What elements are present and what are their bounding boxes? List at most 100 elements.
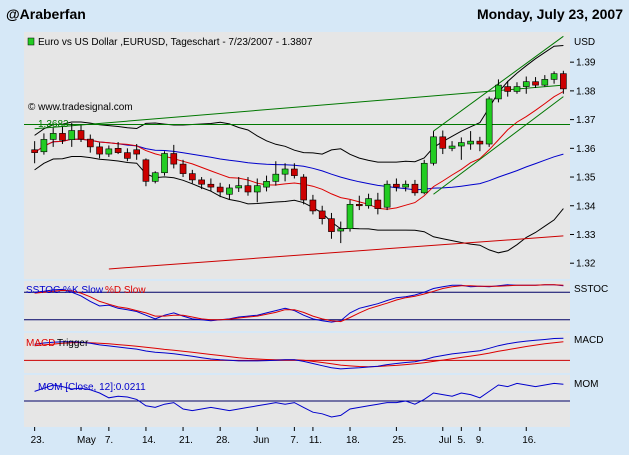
candle <box>541 79 549 86</box>
header-date: Monday, July 23, 2007 <box>476 6 623 22</box>
candle <box>439 136 447 149</box>
candles <box>31 70 567 244</box>
candle <box>31 149 38 153</box>
candle <box>40 139 48 153</box>
candle <box>235 185 243 189</box>
candle <box>124 152 131 159</box>
stoch-d-label: %D Slow <box>105 285 146 296</box>
chart-title: Euro vs US Dollar ,EURUSD, Tageschart - … <box>38 37 313 48</box>
price-panel: Euro vs US Dollar ,EURUSD, Tageschart - … <box>24 35 596 270</box>
candle <box>346 204 354 230</box>
level-annotation: 1.3683 <box>38 119 69 130</box>
candle <box>263 181 270 188</box>
candle <box>522 81 530 87</box>
price-tick-label: 1.37 <box>576 115 596 126</box>
trend-line-green <box>34 84 564 130</box>
moving-average-red <box>34 91 564 210</box>
candle <box>216 186 224 193</box>
price-tick-label: 1.34 <box>576 201 596 212</box>
candle <box>504 86 512 92</box>
price-panel-bg <box>24 32 570 279</box>
candle <box>133 149 140 155</box>
date-tick-label: 28. <box>216 435 230 446</box>
macd-panel-bg <box>24 333 570 373</box>
date-tick-label: Jun <box>253 435 269 446</box>
price-axis: 1.39 1.38 1.37 1.36 1.35 1.34 1.33 1.32 <box>570 58 596 270</box>
trigger-label: Trigger <box>57 338 89 349</box>
candle <box>393 183 400 188</box>
date-tick-label: 14. <box>142 435 156 446</box>
channel-line-lower <box>433 96 564 195</box>
price-tick-label: 1.39 <box>576 58 596 69</box>
candle <box>96 146 103 155</box>
date-axis: 23. May 7. 14. 21. 28. Jun 7. 11. 18. 25. Jul 5. 9. 16… <box>31 427 536 446</box>
date-tick-label: 23. <box>31 435 45 446</box>
candle <box>560 73 567 90</box>
candle <box>142 159 150 182</box>
date-tick-label: 5. <box>457 435 465 446</box>
candle <box>476 140 484 145</box>
stoch-axis-label: SSTOC <box>574 284 608 295</box>
candle <box>420 162 428 194</box>
date-tick-label: 25. <box>392 435 406 446</box>
mom-label: MOM [Close, 12]:0.0211 <box>38 382 146 393</box>
candle <box>374 199 382 209</box>
macd-panel: MACD Trigger MACD <box>24 335 603 370</box>
date-tick-label: May <box>77 435 96 446</box>
date-tick-label: 9. <box>476 435 484 446</box>
candle <box>198 179 205 185</box>
candle <box>291 168 298 176</box>
candle <box>448 145 456 149</box>
date-tick-label: 7. <box>290 435 298 446</box>
candle <box>189 173 196 181</box>
candle <box>513 86 521 92</box>
candle <box>318 210 326 219</box>
legend-swatch <box>27 37 35 46</box>
date-tick-label: 18. <box>346 435 360 446</box>
price-tick-label: 1.36 <box>576 144 596 155</box>
mom-axis-label: MOM <box>574 379 598 390</box>
candle <box>300 176 307 201</box>
price-tick-label: 1.38 <box>576 86 596 97</box>
candle <box>430 136 437 164</box>
date-tick-label: 7. <box>105 435 113 446</box>
candle <box>49 133 57 140</box>
candle <box>550 73 558 80</box>
candle <box>77 130 85 140</box>
trigger-line <box>34 341 564 368</box>
candle <box>59 133 66 141</box>
candle <box>467 140 474 145</box>
candle <box>309 199 317 212</box>
candle <box>114 148 122 153</box>
candle <box>226 187 233 195</box>
stoch-k-label: SSTOC %K Slow <box>26 285 104 296</box>
candle <box>365 198 372 207</box>
candle <box>411 183 419 194</box>
momentum-panel: MOM [Close, 12]:0.0211 MOM <box>24 379 598 418</box>
candle <box>105 148 113 155</box>
macd-axis-label: MACD <box>574 335 603 346</box>
date-tick-label: 16. <box>522 435 536 446</box>
date-tick-label: 21. <box>179 435 193 446</box>
stochastic-panel: SSTOC %K Slow %D Slow SSTOC <box>24 284 608 323</box>
candle <box>253 185 261 193</box>
candle <box>244 185 252 193</box>
stoch-d-line <box>34 284 564 323</box>
candle <box>272 173 280 182</box>
momentum-line <box>34 382 564 418</box>
macd-line <box>34 337 564 370</box>
candle <box>68 130 76 141</box>
price-tick-label: 1.33 <box>576 230 596 241</box>
candle <box>485 98 493 145</box>
candle <box>337 228 345 232</box>
date-tick-label: Jul <box>439 435 452 446</box>
candle <box>495 84 502 100</box>
candle <box>281 168 289 175</box>
candle <box>151 172 159 182</box>
macd-label: MACD <box>26 338 55 349</box>
candle <box>402 183 409 188</box>
candle <box>383 183 391 208</box>
candle <box>207 183 215 188</box>
trend-line-red <box>108 235 564 270</box>
